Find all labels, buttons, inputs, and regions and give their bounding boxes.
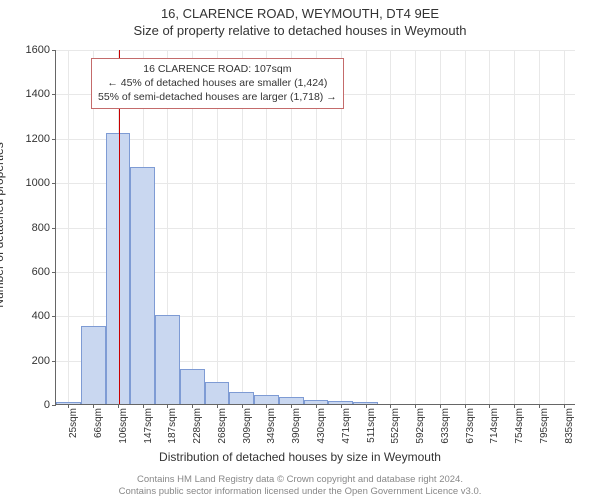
xtick-label: 754sqm xyxy=(514,408,525,444)
histogram-bar xyxy=(81,326,106,404)
xtick-label: 835sqm xyxy=(564,408,575,444)
ytick-label: 1400 xyxy=(26,88,50,100)
ytick-mark xyxy=(52,50,56,51)
xtick-label: 309sqm xyxy=(242,408,253,444)
footer-line-2: Contains public sector information licen… xyxy=(0,486,600,498)
xtick-label: 471sqm xyxy=(341,408,352,444)
xtick-label: 673sqm xyxy=(465,408,476,444)
xtick-label: 795sqm xyxy=(539,408,550,444)
ytick-mark xyxy=(52,272,56,273)
annotation-line-3: 55% of semi-detached houses are larger (… xyxy=(98,90,337,104)
histogram-bar xyxy=(279,397,304,404)
histogram-bar xyxy=(130,167,155,404)
xtick-label: 268sqm xyxy=(217,408,228,444)
gridline-vertical xyxy=(440,50,441,404)
ytick-label: 0 xyxy=(44,399,50,411)
x-axis-label: Distribution of detached houses by size … xyxy=(0,450,600,464)
ytick-label: 1200 xyxy=(26,133,50,145)
gridline-vertical xyxy=(489,50,490,404)
ytick-mark xyxy=(52,405,56,406)
histogram-bar xyxy=(353,402,378,404)
ytick-mark xyxy=(52,316,56,317)
xtick-label: 349sqm xyxy=(266,408,277,444)
gridline-vertical xyxy=(415,50,416,404)
xtick-label: 714sqm xyxy=(489,408,500,444)
histogram-bar xyxy=(254,395,279,404)
ytick-label: 800 xyxy=(32,222,50,234)
y-axis-label: Number of detached properties xyxy=(0,142,6,307)
annotation-line-2: ← 45% of detached houses are smaller (1,… xyxy=(98,76,337,90)
ytick-label: 600 xyxy=(32,266,50,278)
ytick-label: 1000 xyxy=(26,177,50,189)
xtick-label: 430sqm xyxy=(316,408,327,444)
ytick-label: 1600 xyxy=(26,44,50,56)
annotation-line-1: 16 CLARENCE ROAD: 107sqm xyxy=(98,62,337,76)
ytick-label: 400 xyxy=(32,310,50,322)
page-subtitle: Size of property relative to detached ho… xyxy=(0,21,600,38)
histogram-bar xyxy=(304,400,329,404)
gridline-vertical xyxy=(465,50,466,404)
xtick-label: 228sqm xyxy=(192,408,203,444)
page-title: 16, CLARENCE ROAD, WEYMOUTH, DT4 9EE xyxy=(0,0,600,21)
ytick-label: 200 xyxy=(32,355,50,367)
histogram-bar xyxy=(205,382,230,404)
xtick-label: 187sqm xyxy=(167,408,178,444)
ytick-mark xyxy=(52,183,56,184)
histogram-bar xyxy=(56,402,81,404)
xtick-label: 552sqm xyxy=(390,408,401,444)
ytick-mark xyxy=(52,94,56,95)
footer-line-1: Contains HM Land Registry data © Crown c… xyxy=(0,474,600,486)
xtick-label: 147sqm xyxy=(143,408,154,444)
annotation-callout: 16 CLARENCE ROAD: 107sqm ← 45% of detach… xyxy=(91,58,344,109)
gridline-vertical xyxy=(366,50,367,404)
gridline-vertical xyxy=(68,50,69,404)
xtick-label: 592sqm xyxy=(415,408,426,444)
xtick-label: 25sqm xyxy=(68,408,79,438)
gridline-vertical xyxy=(514,50,515,404)
xtick-label: 511sqm xyxy=(366,408,377,443)
gridline-vertical xyxy=(390,50,391,404)
xtick-label: 390sqm xyxy=(291,408,302,444)
gridline-vertical xyxy=(539,50,540,404)
histogram-bar xyxy=(180,369,205,405)
ytick-mark xyxy=(52,228,56,229)
chart-container: 16, CLARENCE ROAD, WEYMOUTH, DT4 9EE Siz… xyxy=(0,0,600,500)
histogram-bar xyxy=(328,401,353,404)
ytick-mark xyxy=(52,139,56,140)
histogram-bar xyxy=(229,392,254,404)
xtick-label: 633sqm xyxy=(440,408,451,444)
footer-attribution: Contains HM Land Registry data © Crown c… xyxy=(0,474,600,498)
xtick-label: 106sqm xyxy=(118,408,129,444)
plot-area: 16 CLARENCE ROAD: 107sqm ← 45% of detach… xyxy=(55,50,575,405)
histogram-bar xyxy=(155,315,180,404)
histogram-bar xyxy=(106,133,131,404)
ytick-mark xyxy=(52,361,56,362)
xtick-label: 66sqm xyxy=(93,408,104,438)
gridline-vertical xyxy=(564,50,565,404)
